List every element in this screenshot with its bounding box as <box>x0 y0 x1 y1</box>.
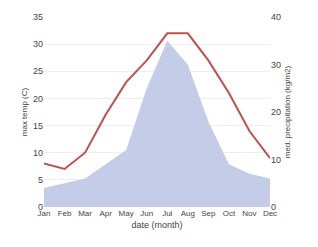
svg-text:20: 20 <box>271 107 281 117</box>
svg-text:Jan: Jan <box>38 209 51 218</box>
svg-text:0: 0 <box>271 202 276 212</box>
svg-text:Mar: Mar <box>78 209 92 218</box>
svg-text:25: 25 <box>33 66 43 76</box>
svg-text:20: 20 <box>33 94 43 104</box>
svg-text:Oct: Oct <box>223 209 236 218</box>
svg-text:May: May <box>119 209 134 218</box>
svg-text:Nov: Nov <box>242 209 256 218</box>
svg-text:Jul: Jul <box>162 209 172 218</box>
svg-text:Sep: Sep <box>201 209 216 218</box>
svg-text:35: 35 <box>33 12 43 22</box>
svg-text:10: 10 <box>271 155 281 165</box>
svg-text:med. precipitation (kg/m2): med. precipitation (kg/m2) <box>283 65 292 158</box>
svg-text:10: 10 <box>33 148 43 158</box>
svg-text:5: 5 <box>38 175 43 185</box>
svg-text:30: 30 <box>33 39 43 49</box>
svg-text:40: 40 <box>271 12 281 22</box>
svg-text:Feb: Feb <box>58 209 72 218</box>
svg-text:30: 30 <box>271 60 281 70</box>
svg-text:0: 0 <box>38 202 43 212</box>
svg-text:Jun: Jun <box>140 209 153 218</box>
svg-text:Apr: Apr <box>99 209 112 218</box>
svg-text:15: 15 <box>33 121 43 131</box>
svg-text:Dec: Dec <box>263 209 277 218</box>
svg-text:Aug: Aug <box>181 209 195 218</box>
svg-text:date (month): date (month) <box>131 220 182 230</box>
svg-text:max temp (C): max temp (C) <box>20 87 29 136</box>
